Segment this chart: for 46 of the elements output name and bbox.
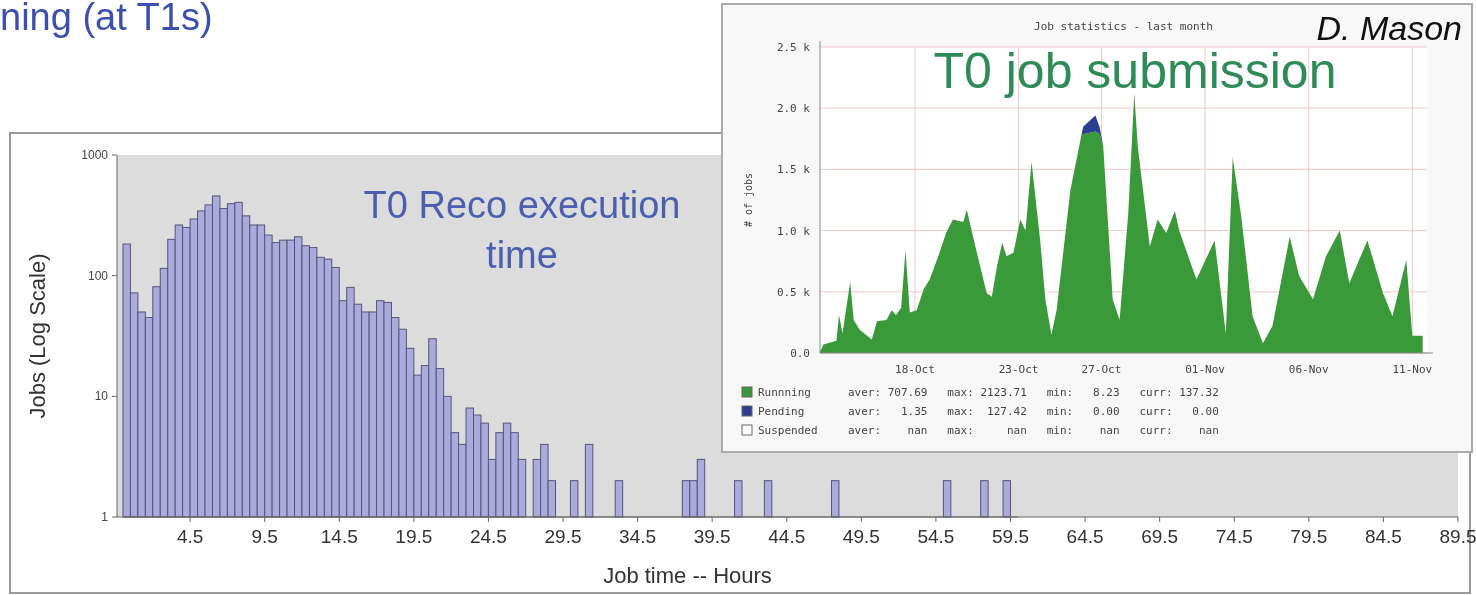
x-tick-label: 4.5: [176, 526, 204, 547]
x-tick-label: 59.5: [992, 526, 1029, 547]
annotation: aver: 707.69 max: 2123.71 min: 8.23 curr: 137.32: [848, 386, 1219, 399]
y-axis-title: # of jobs: [743, 172, 754, 228]
annotation: aver: nan max: nan min: nan curr: nan: [848, 424, 1219, 437]
y-tick-label: 2.5 k: [776, 41, 811, 54]
y-tick-label: 1: [101, 510, 109, 524]
annotation: T0 Reco execution time: [363, 184, 681, 276]
x-tick-label: 79.5: [1290, 526, 1328, 547]
y-tick-label: 100: [87, 268, 109, 283]
x-tick-label: 74.5: [1215, 526, 1253, 547]
x-tick-label: 01-Nov: [1185, 363, 1226, 376]
x-tick-label: 89.5: [1439, 526, 1476, 547]
x-tick-label: 18-Oct: [895, 363, 935, 376]
chart-title: Job statistics - last month: [1034, 20, 1213, 33]
x-tick-label: 19.5: [395, 526, 433, 547]
annotation: aver: 1.35 max: 127.42 min: 0.00 curr: 0.00: [848, 405, 1219, 418]
chart-title: ning (at T1s): [0, 0, 213, 38]
x-tick-label: 84.5: [1364, 526, 1402, 547]
legend-label: Runnning: [758, 386, 811, 399]
y-tick-label: 1.5 k: [776, 163, 811, 177]
x-tick-label: 69.5: [1141, 526, 1179, 547]
y-tick-label: 2.0 k: [776, 102, 811, 116]
y-tick-label: 1000: [81, 148, 109, 162]
y-tick-label: 1.0 k: [776, 224, 811, 238]
x-tick-label: 9.5: [251, 526, 278, 547]
y-tick-label: 10: [94, 389, 109, 404]
x-tick-label: 06-Nov: [1288, 363, 1329, 376]
y-tick-label: 0.5 k: [776, 285, 811, 299]
x-tick-label: 44.5: [768, 526, 806, 547]
x-tick-label: 11-Nov: [1392, 363, 1433, 376]
x-tick-label: 29.5: [544, 526, 582, 547]
x-tick-label: 34.5: [619, 526, 657, 547]
y-tick-label: 0.0: [790, 347, 810, 360]
x-tick-label: 64.5: [1066, 526, 1104, 547]
x-tick-label: 39.5: [693, 526, 731, 547]
x-tick-label: 23-Oct: [998, 363, 1039, 376]
legend-label: Suspended: [758, 424, 818, 437]
x-tick-label: 49.5: [842, 526, 880, 547]
x-tick-label: 54.5: [917, 526, 955, 547]
legend-label: Pending: [758, 405, 805, 418]
x-tick-label: 14.5: [320, 526, 358, 547]
y-axis-title: Jobs (Log Scale): [25, 253, 50, 419]
x-tick-label: 24.5: [469, 526, 507, 547]
x-axis-title: Job time -- Hours: [603, 563, 772, 588]
x-tick-label: 27-Oct: [1081, 363, 1122, 376]
